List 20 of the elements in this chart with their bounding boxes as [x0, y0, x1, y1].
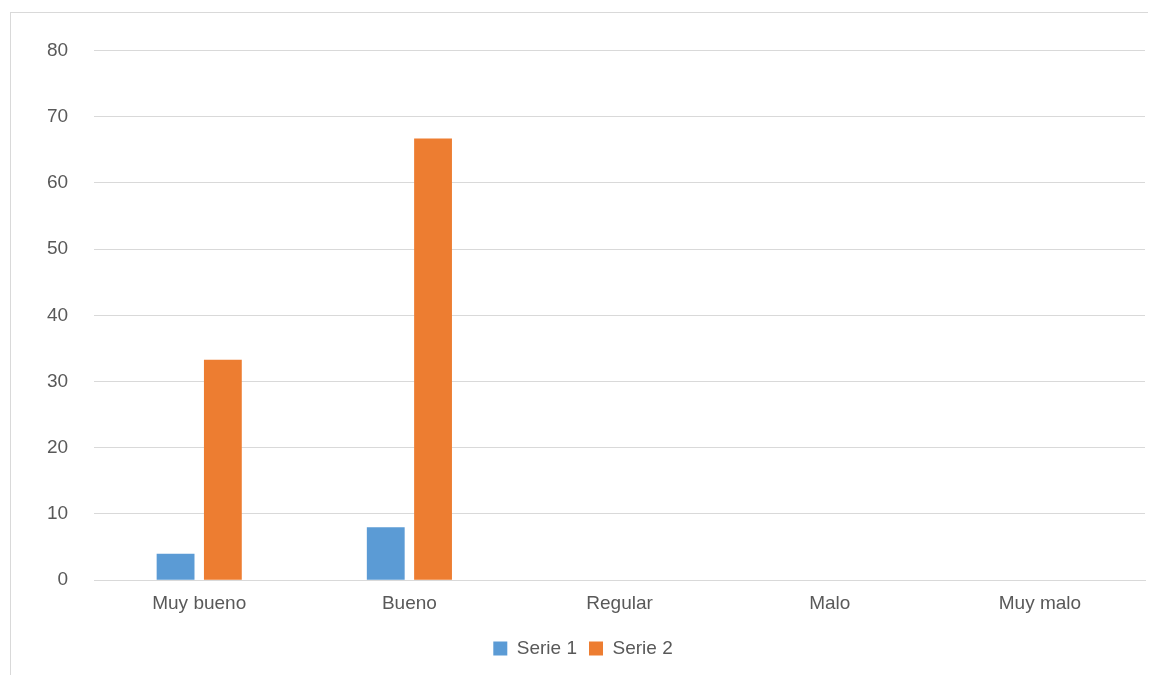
bar	[366, 527, 405, 580]
y-tick-label: 40	[46, 303, 69, 325]
y-tick-label: 30	[46, 369, 69, 391]
x-tick-label: Muy malo	[998, 591, 1082, 613]
y-tick-label: 0	[57, 568, 69, 590]
y-tick-label: 50	[46, 237, 69, 259]
x-tick-label: Bueno	[381, 591, 437, 613]
bar	[414, 138, 452, 580]
bar	[156, 553, 195, 580]
x-tick-label: Muy bueno	[152, 591, 247, 613]
bar	[203, 359, 242, 580]
y-tick-label: 80	[46, 38, 69, 60]
legend-label: Serie 2	[612, 636, 673, 658]
legend-label: Serie 1	[516, 636, 577, 658]
x-tick-label: Regular	[586, 591, 654, 613]
x-tick-label: Malo	[809, 591, 851, 613]
y-tick-label: 10	[46, 502, 69, 524]
y-tick-label: 70	[46, 104, 69, 126]
y-tick-label: 20	[46, 435, 69, 457]
y-tick-label: 60	[46, 171, 69, 193]
